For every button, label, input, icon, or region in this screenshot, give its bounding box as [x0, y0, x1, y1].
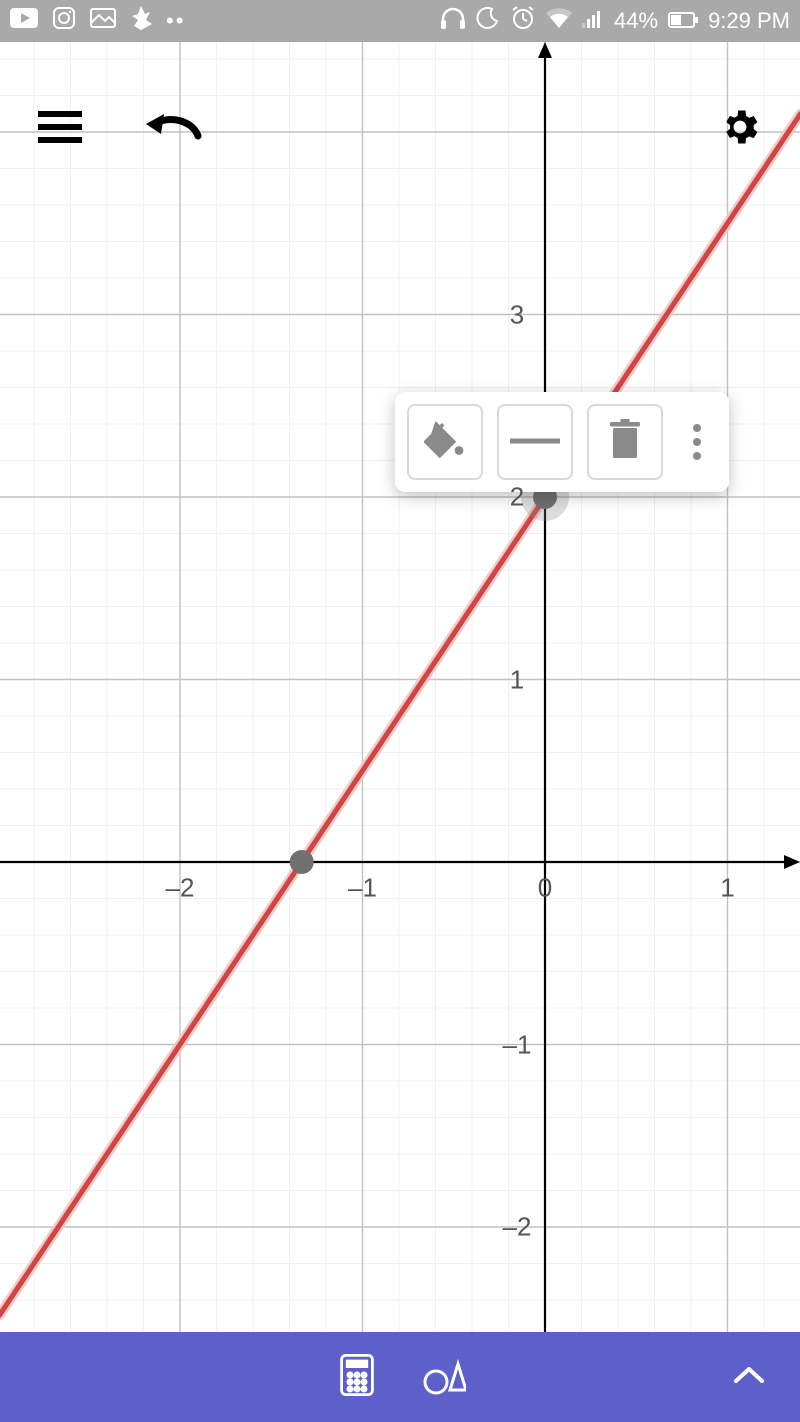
paint-bucket-icon [424, 419, 466, 466]
graph-canvas[interactable]: –2–101765321–1–2–3–4 [0, 42, 800, 1332]
y-axis-label: –2 [503, 1212, 532, 1243]
battery-icon [668, 8, 698, 34]
x-axis-label: –2 [166, 873, 195, 904]
youtube-icon [10, 8, 38, 34]
geometry-tools-icon [422, 1383, 466, 1400]
more-notifications-icon: •• [166, 8, 185, 34]
y-axis-label: 2 [510, 482, 524, 513]
clock-time: 9:29 PM [708, 8, 790, 34]
trash-icon [607, 419, 643, 466]
x-axis-label: 0 [538, 873, 552, 904]
status-left-icons: •• [10, 6, 185, 36]
x-axis-label: –1 [348, 873, 377, 904]
wifi-icon [546, 8, 572, 34]
undo-button[interactable] [145, 97, 205, 157]
object-context-toolbar [395, 392, 729, 492]
status-right-icons: 44% 9:29 PM [440, 6, 790, 36]
calculator-button[interactable] [340, 1354, 374, 1401]
y-axis-label: 1 [510, 664, 524, 695]
dot-icon [693, 438, 701, 446]
dot-icon [693, 452, 701, 460]
app-icon [130, 6, 152, 36]
line-style-button[interactable] [497, 404, 573, 480]
bottom-nav-bar [0, 1332, 800, 1422]
battery-percent: 44% [614, 8, 658, 34]
fill-color-button[interactable] [407, 404, 483, 480]
calculator-icon [340, 1383, 374, 1400]
expand-button[interactable] [732, 1365, 766, 1390]
dnd-moon-icon [476, 6, 500, 36]
android-status-bar: •• 44% 9:29 PM [0, 0, 800, 42]
dot-icon [693, 424, 701, 432]
headphones-icon [440, 6, 466, 36]
y-axis-label: 3 [510, 299, 524, 330]
line-style-icon [510, 433, 560, 451]
tools-button[interactable] [422, 1354, 466, 1401]
alarm-icon [510, 6, 536, 36]
delete-button[interactable] [587, 404, 663, 480]
graph-svg [0, 42, 800, 1332]
x-axis-label: 1 [720, 873, 734, 904]
instagram-icon [52, 6, 76, 36]
y-axis-label: –1 [503, 1029, 532, 1060]
more-options-button[interactable] [677, 404, 717, 480]
chevron-up-icon [732, 1372, 766, 1389]
main-menu-button[interactable] [30, 97, 90, 157]
settings-button[interactable] [710, 97, 770, 157]
gallery-icon [90, 8, 116, 34]
signal-icon [582, 8, 604, 34]
